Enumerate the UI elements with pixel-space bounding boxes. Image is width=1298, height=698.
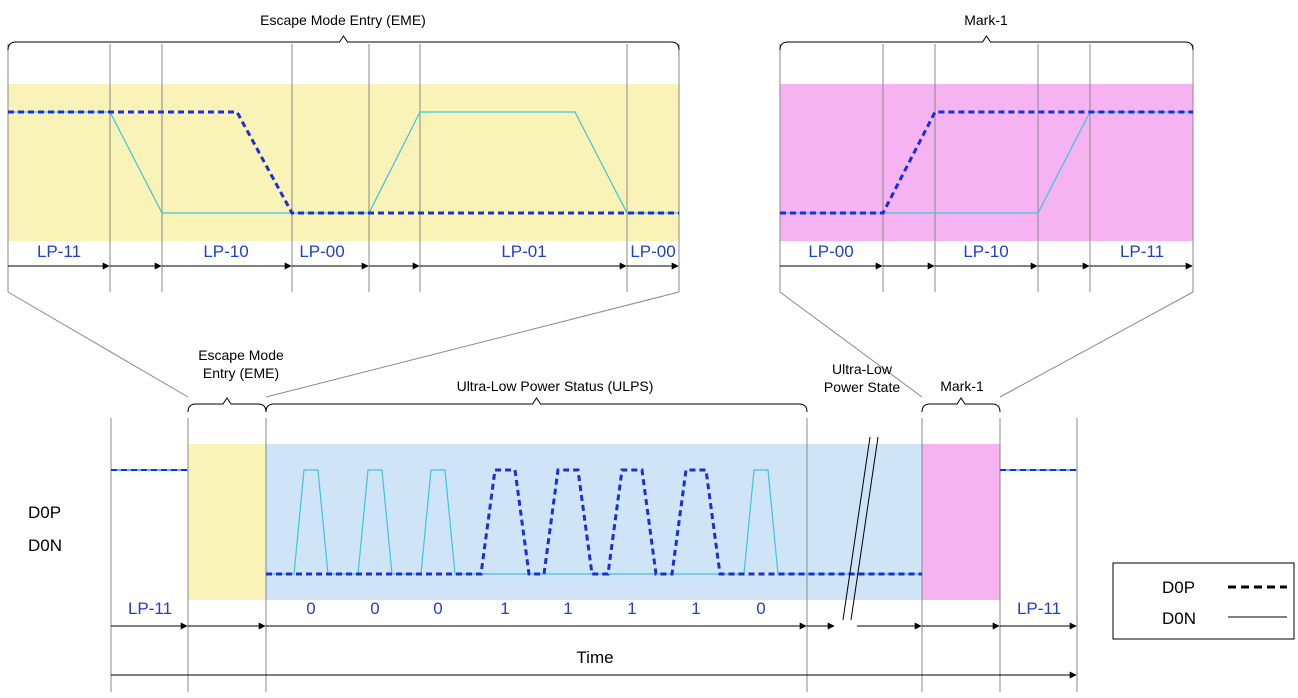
eme-title-brace [7, 35, 680, 51]
zoom-connector-lines [7, 291, 1194, 398]
bit-label: 1 [691, 599, 700, 618]
break-mark [850, 436, 879, 621]
main-ulp-state-label-line1: Ultra-Low [832, 361, 893, 377]
mark-title-brace [779, 35, 1194, 51]
eme-state-label: LP-00 [630, 242, 675, 261]
mark-state-label: LP-11 [1120, 242, 1164, 261]
zoom-line [999, 291, 1194, 398]
eme-state-label: LP-10 [203, 242, 248, 261]
signal-label-d0p: D0P [28, 503, 61, 522]
eme-detail-panel: Escape Mode Entry (EME) LP-11 LP-10 LP-00 LP… [7, 12, 680, 292]
legend-d0n-label: D0N [1162, 609, 1196, 628]
bit-label: 0 [433, 599, 442, 618]
mark-state-label: LP-00 [808, 242, 853, 261]
bit-label: 0 [370, 599, 379, 618]
legend-box: D0P D0N [1112, 562, 1295, 640]
main-ulps-brace [265, 397, 808, 413]
zoom-line [779, 291, 923, 398]
eme-state-label: LP-11 [37, 242, 81, 261]
mark-d0p-waveform [780, 110, 1193, 215]
time-axis-label: Time [576, 648, 613, 667]
eme-d0n-waveform [8, 111, 679, 214]
main-mark-label: Mark-1 [940, 378, 984, 394]
eme-title: Escape Mode Entry (EME) [260, 12, 426, 28]
main-eme-label-line1: Escape Mode [198, 347, 284, 363]
main-start-state: LP-11 [128, 599, 172, 618]
eme-state-label: LP-00 [299, 242, 344, 261]
zoom-line [265, 291, 680, 398]
break-mark [842, 436, 871, 621]
mark-shaded-region [780, 84, 1193, 241]
main-eme-brace [187, 397, 267, 413]
bit-label: 1 [627, 599, 636, 618]
eme-shaded-region [8, 84, 679, 241]
mark-title: Mark-1 [964, 12, 1008, 28]
zoom-line [7, 291, 189, 398]
signal-label-d0n: D0N [28, 536, 62, 555]
main-eme-label-line2: Entry (EME) [203, 365, 279, 381]
main-eme-region [188, 444, 266, 600]
mark-state-label: LP-10 [963, 242, 1008, 261]
main-ulps-label: Ultra-Low Power Status (ULPS) [457, 378, 654, 394]
main-mark-brace [921, 397, 1001, 413]
bit-label: 1 [500, 599, 509, 618]
bit-label: 1 [563, 599, 572, 618]
main-timeline-panel: Escape Mode Entry (EME) Ultra-Low Power St… [28, 347, 1078, 692]
bit-label: 0 [756, 599, 765, 618]
bit-label: 0 [306, 599, 315, 618]
main-ulp-state-label-line2: Power State [824, 379, 900, 395]
legend-d0p-label: D0P [1162, 578, 1195, 597]
main-end-state: LP-11 [1017, 599, 1061, 618]
eme-d0p-waveform [8, 110, 679, 215]
eme-state-label: LP-01 [501, 242, 546, 261]
mark-detail-panel: Mark-1 LP-00 LP-10 LP-11 [779, 12, 1194, 292]
main-ulps-region [266, 444, 922, 600]
main-mark-region [922, 444, 1000, 600]
